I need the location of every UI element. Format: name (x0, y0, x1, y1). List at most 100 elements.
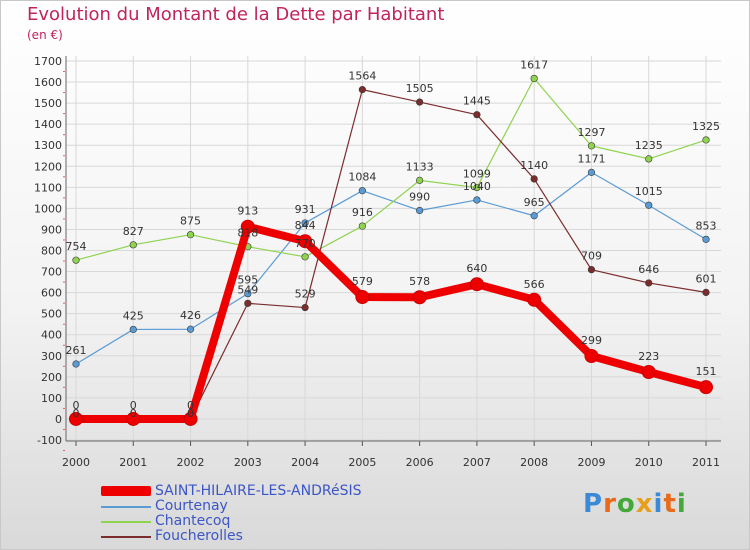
chart-unit-label: (en €) (27, 28, 63, 42)
data-label: 1040 (463, 180, 491, 193)
logo-letter: o (616, 489, 636, 519)
data-point (587, 168, 596, 176)
data-point (645, 201, 653, 209)
legend-label: Foucherolles (155, 528, 243, 544)
data-point (301, 219, 309, 227)
data-label: 1505 (406, 82, 434, 95)
legend-swatch (101, 521, 151, 523)
x-tick-label: 2009 (577, 456, 605, 469)
data-point (126, 411, 141, 426)
data-point (584, 348, 599, 363)
data-point (358, 86, 366, 94)
data-label: 0 (130, 399, 137, 412)
data-point (69, 411, 83, 426)
y-tick-label: 900 (41, 223, 62, 236)
data-point (699, 380, 713, 395)
data-point (416, 206, 424, 215)
gridlines (66, 56, 721, 446)
data-label: 426 (180, 309, 201, 322)
data-point (298, 234, 313, 249)
y-tick-label: 1600 (34, 76, 62, 89)
data-point (244, 299, 252, 307)
data-point (416, 98, 424, 106)
data-point (244, 290, 252, 298)
data-label: 709 (581, 250, 602, 263)
data-point (702, 235, 710, 243)
series-line-courtenay (75, 171, 707, 365)
y-tick-label: 1700 (34, 55, 62, 68)
data-label: 844 (295, 219, 316, 232)
axes: -100010020030040050060070080090010001100… (34, 55, 721, 469)
y-tick-label: 800 (41, 245, 62, 258)
data-point (186, 231, 195, 239)
data-point (641, 364, 656, 379)
data-point (645, 279, 653, 287)
data-label: 151 (696, 365, 717, 378)
y-tick-label: 1000 (34, 202, 62, 215)
y-tick-label: 1300 (34, 139, 62, 152)
y-tick-label: 1400 (34, 118, 62, 131)
y-tick-label: -100 (37, 434, 62, 447)
data-point (358, 222, 366, 230)
data-point (301, 253, 309, 261)
x-tick-label: 2010 (635, 456, 663, 469)
x-tick-label: 2003 (234, 456, 262, 469)
x-tick-label: 2011 (692, 456, 720, 469)
data-label: 1140 (520, 159, 548, 172)
data-label: 549 (237, 283, 258, 296)
data-point (355, 290, 370, 305)
data-label: 261 (66, 344, 87, 357)
data-label: 0 (73, 399, 80, 412)
data-point (183, 411, 198, 426)
data-point (129, 325, 137, 334)
data-label: 916 (352, 206, 373, 219)
data-label: 579 (352, 275, 373, 288)
data-point (473, 183, 481, 192)
x-tick-label: 2004 (291, 456, 319, 469)
data-label: 1445 (463, 95, 491, 108)
logo-letter: x (635, 489, 654, 519)
legend-label: Courtenay (155, 498, 228, 514)
data-point (702, 288, 710, 297)
series-line-saint-hilaire-les-andr-sis (72, 222, 710, 423)
data-point (412, 290, 427, 305)
chart-title: Evolution du Montant de la Dette par Hab… (27, 4, 445, 25)
data-label: 1617 (520, 58, 548, 71)
logo-letter: P (583, 489, 604, 519)
data-label: 990 (409, 190, 430, 203)
y-tick-label: 0 (55, 413, 62, 426)
data-label: 299 (581, 334, 602, 347)
data-point (473, 111, 481, 119)
x-tick-label: 2006 (406, 456, 434, 469)
data-point (530, 212, 538, 220)
legend-label: Chantecoq (155, 513, 231, 529)
data-label: 965 (524, 196, 545, 209)
data-label: 578 (409, 275, 430, 288)
series-line-foucherolles (75, 89, 707, 420)
data-label: 640 (466, 262, 487, 275)
y-tick-label: 1500 (34, 97, 62, 110)
data-point (358, 187, 366, 195)
x-tick-label: 2002 (177, 456, 205, 469)
logo-letter: i (653, 489, 664, 519)
data-label: 1235 (635, 139, 663, 152)
data-point (645, 155, 653, 163)
data-label: 1325 (692, 120, 720, 133)
data-point (702, 136, 710, 144)
data-label: 1099 (463, 168, 491, 181)
data-point (530, 74, 538, 83)
data-label: 1015 (635, 185, 663, 198)
data-label: 0 (187, 399, 194, 412)
data-label: 529 (295, 288, 316, 301)
data-point (416, 176, 424, 184)
data-label: 754 (66, 240, 87, 253)
data-label: 601 (696, 272, 717, 285)
data-label: 818 (237, 227, 258, 240)
data-label: 1297 (577, 126, 605, 139)
data-point (72, 256, 80, 264)
data-point (530, 175, 538, 183)
legend-swatch (101, 486, 151, 496)
logo-letter: t (663, 489, 677, 519)
data-point (301, 303, 309, 312)
